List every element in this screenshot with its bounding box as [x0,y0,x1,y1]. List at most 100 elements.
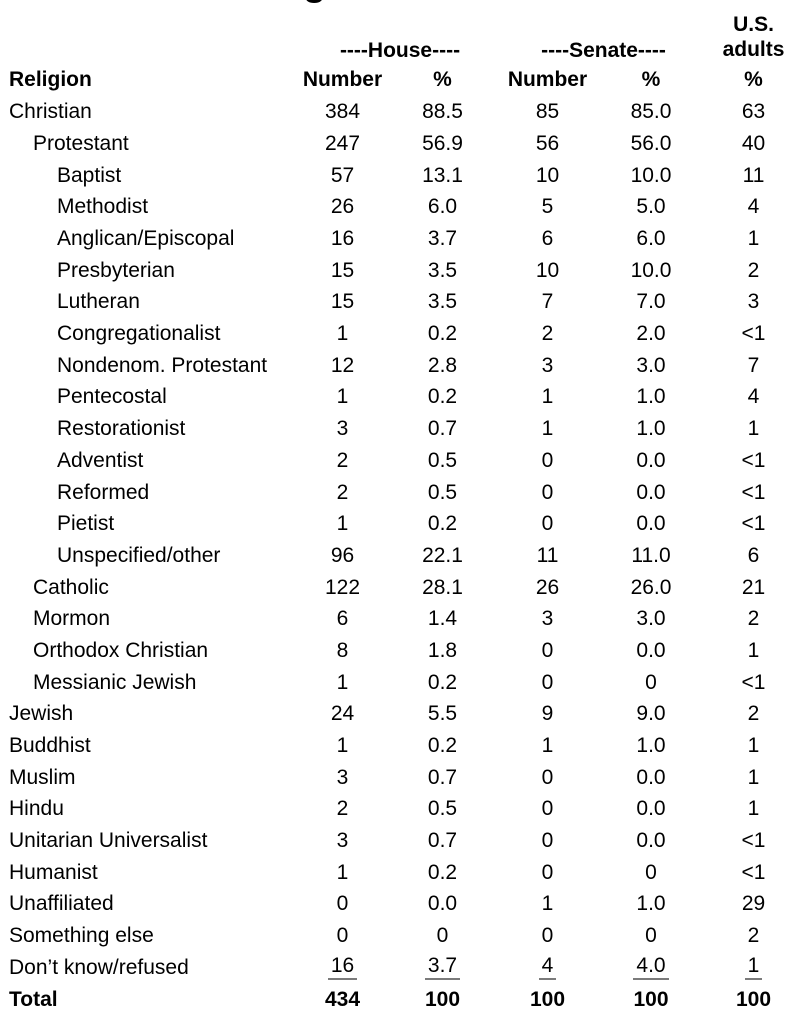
senate-pct-cell: 0.0 [595,793,707,825]
senate-number-cell: 3 [500,350,595,382]
house-pct-value: 0.2 [427,734,458,758]
house-number-cell: 16 [300,952,385,984]
religion-label: Adventist [57,448,144,472]
senate-number-cell: 9 [500,698,595,730]
senate-pct-value: 0.0 [636,829,666,853]
house-number-cell: 1 [300,857,385,889]
us-pct-cell: <1 [707,666,800,698]
senate-pct-value: 4.0 [633,954,669,981]
religion-label: Buddhist [9,734,91,758]
us-adults-group-header: U.S. adults [707,12,800,63]
senate-number-value: 1 [541,417,554,441]
house-pct-cell: 0.5 [385,793,500,825]
cropped-title-glyph: g [303,0,333,2]
religion-label: Humanist [9,860,98,884]
senate-pct-cell: 2.0 [595,318,707,350]
house-pct-cell: 0.2 [385,730,500,762]
senate-pct-cell: 56.0 [595,128,707,160]
table-row: Catholic 122 28.1 26 26.0 21 [0,571,800,603]
senate-number-value: 1 [541,385,554,409]
house-number-cell: 15 [300,286,385,318]
senate-pct-value: 0.0 [636,638,666,662]
us-pct-value: 1 [747,417,760,441]
senate-pct-cell: 11.0 [595,540,707,572]
senate-pct-cell: 1.0 [595,730,707,762]
house-pct-cell: 0.5 [385,445,500,477]
senate-pct-cell: 5.0 [595,191,707,223]
table-body: Christian 384 88.5 85 85.0 63 Protestant… [0,96,800,1015]
house-number-cell: 2 [300,445,385,477]
senate-number-value: 0 [541,448,554,472]
religion-label-cell: Mormon [0,603,300,635]
table-row: Unspecified/other 96 22.1 11 11.0 6 [0,540,800,572]
house-number-cell: 1 [300,730,385,762]
house-number-value: 3 [336,765,349,789]
house-pct-value: 0.7 [427,417,458,441]
house-pct-cell: 0 [385,920,500,952]
us-pct-cell: <1 [707,318,800,350]
us-pct-cell: 4 [707,381,800,413]
us-pct-value: 4 [747,385,760,409]
senate-pct-cell: 6.0 [595,223,707,255]
senate-number-value: 0 [541,480,554,504]
table-row: Humanist 1 0.2 0 0 <1 [0,857,800,889]
religion-label-cell: Buddhist [0,730,300,762]
us-pct-cell: 3 [707,286,800,318]
house-pct-cell: 3.7 [385,952,500,984]
house-pct-cell: 0.0 [385,888,500,920]
house-number-cell: 96 [300,540,385,572]
house-number-cell: 2 [300,793,385,825]
us-pct-value: 1 [744,954,763,981]
religion-label-cell: Adventist [0,445,300,477]
religion-label: Muslim [9,765,76,789]
senate-number-value: 0 [541,860,554,884]
senate-number-cell: 3 [500,603,595,635]
house-number-column-header: Number [302,67,383,91]
us-pct-value: 2 [747,607,760,631]
us-pct-cell: 2 [707,254,800,286]
us-pct-cell: <1 [707,508,800,540]
us-pct-cell: 1 [707,635,800,667]
house-number-cell: 12 [300,350,385,382]
senate-number-cell: 85 [500,96,595,128]
senate-pct-value: 5.0 [636,195,666,219]
religion-label-cell: Hindu [0,793,300,825]
house-pct-cell: 3.7 [385,223,500,255]
table-row: Don’t know/refused 16 3.7 4 4.0 1 [0,952,800,984]
us-pct-cell: 100 [707,983,800,1015]
column-header-row: Religion Number % Number % % [0,63,800,96]
religion-label: Don’t know/refused [9,955,189,979]
us-pct-cell: 1 [707,793,800,825]
senate-pct-cell: 0.0 [595,761,707,793]
senate-number-value: 100 [529,987,566,1011]
senate-number-cell: 26 [500,571,595,603]
house-number-value: 8 [336,638,349,662]
senate-number-column-header: Number [507,67,588,91]
religion-label: Congregationalist [57,322,221,346]
house-pct-cell: 28.1 [385,571,500,603]
table-row: Unitarian Universalist 3 0.7 0 0.0 <1 [0,825,800,857]
religion-label-cell: Lutheran [0,286,300,318]
house-number-value: 6 [336,607,349,631]
house-number-cell: 1 [300,666,385,698]
senate-pct-cell: 0 [595,666,707,698]
house-pct-cell: 1.4 [385,603,500,635]
religion-label-cell: Don’t know/refused [0,952,300,984]
religion-label: Christian [9,100,92,124]
table-row: Buddhist 1 0.2 1 1.0 1 [0,730,800,762]
house-pct-value: 3.5 [427,258,458,282]
senate-pct-cell: 100 [595,983,707,1015]
us-pct-column-header: % [744,67,763,91]
house-number-value: 1 [336,860,349,884]
house-pct-value: 28.1 [422,575,463,599]
house-number-cell: 24 [300,698,385,730]
us-pct-cell: 2 [707,920,800,952]
table-row: Restorationist 3 0.7 1 1.0 1 [0,413,800,445]
senate-pct-value: 0 [645,860,657,884]
senate-number-cell: 10 [500,254,595,286]
us-pct-value: 1 [747,227,760,251]
senate-pct-cell: 7.0 [595,286,707,318]
house-number-cell: 122 [300,571,385,603]
senate-number-cell: 56 [500,128,595,160]
house-pct-cell: 22.1 [385,540,500,572]
